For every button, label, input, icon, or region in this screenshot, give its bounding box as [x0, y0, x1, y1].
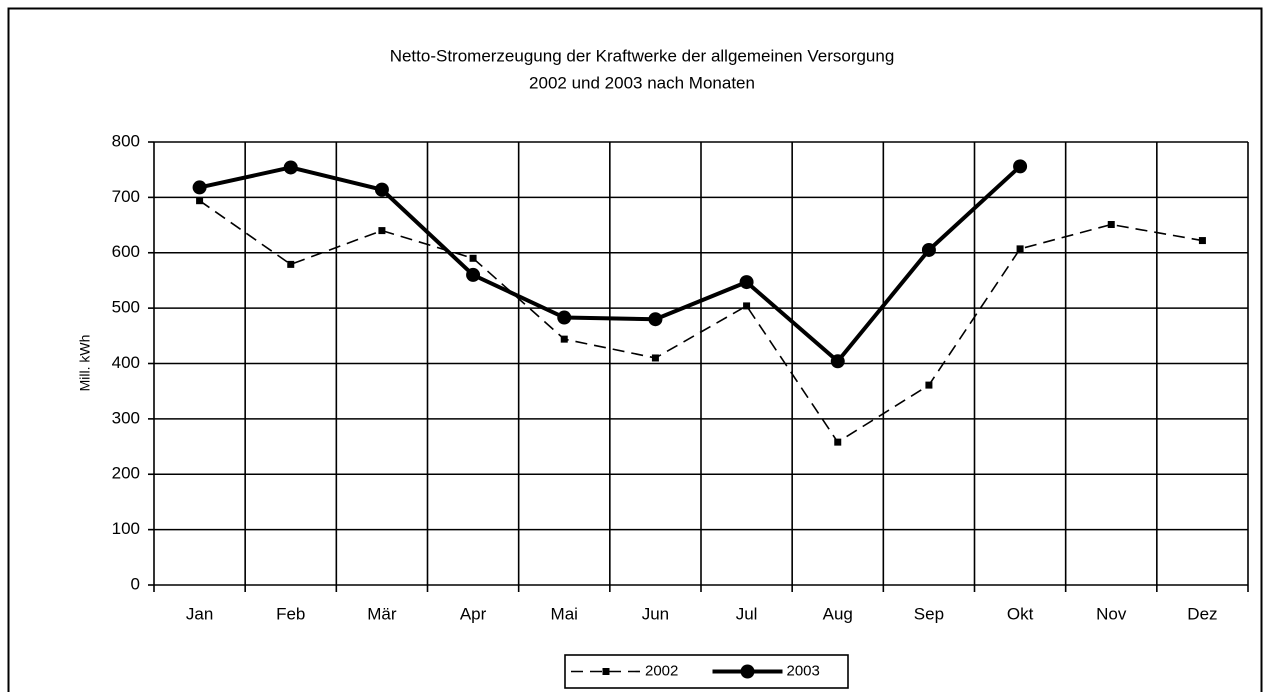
point [1198, 237, 1206, 245]
x-tick-label: Apr [460, 604, 487, 623]
point [469, 254, 477, 262]
point [378, 227, 386, 235]
x-tick-label: Jul [736, 604, 758, 623]
x-tick-label: Dez [1187, 604, 1217, 623]
point [743, 302, 751, 310]
point [557, 310, 572, 325]
y-tick-label: 200 [112, 464, 140, 483]
x-tick-label: Aug [823, 604, 853, 623]
series-line [199, 200, 1203, 444]
x-tick-label: Sep [914, 604, 944, 623]
point [466, 267, 481, 282]
x-tick-label: Jan [186, 604, 213, 623]
point [1013, 159, 1028, 174]
x-tick-label: Okt [1007, 604, 1034, 623]
chart-title: Netto-Stromerzeugung der Kraftwerke der … [390, 46, 895, 65]
point [830, 354, 845, 369]
point [1107, 221, 1115, 229]
chart-frame [7, 7, 1263, 692]
point [283, 160, 298, 175]
point [560, 335, 568, 343]
y-tick-label: 600 [112, 242, 140, 261]
point [192, 180, 207, 195]
x-tick-label: Jun [642, 604, 669, 623]
y-tick-label: 100 [112, 519, 140, 538]
x-tick-label: Feb [276, 604, 305, 623]
x-tick-label: Mai [551, 604, 578, 623]
y-tick-label: 400 [112, 353, 140, 372]
point [1016, 245, 1024, 253]
point [287, 260, 295, 268]
point [196, 197, 204, 205]
point [925, 381, 933, 389]
series-line [199, 164, 1022, 365]
y-tick-label: 500 [112, 298, 140, 317]
point [921, 242, 936, 257]
legend-label: 2003 [787, 662, 820, 679]
point [740, 664, 755, 679]
chart-subtitle: 2002 und 2003 nach Monaten [529, 73, 755, 92]
y-tick-label: 300 [112, 408, 140, 427]
point [834, 438, 842, 446]
point [374, 182, 389, 197]
y-tick-label: 800 [112, 131, 140, 150]
x-tick-label: Mär [367, 604, 397, 623]
y-tick-label: 0 [131, 574, 140, 593]
y-axis-label: Mill. kWh [77, 335, 93, 392]
point [739, 275, 754, 290]
point [602, 668, 610, 675]
legend-label: 2002 [645, 662, 678, 679]
x-tick-label: Nov [1096, 604, 1127, 623]
y-tick-label: 700 [112, 187, 140, 206]
point [651, 354, 659, 362]
point [648, 312, 663, 327]
